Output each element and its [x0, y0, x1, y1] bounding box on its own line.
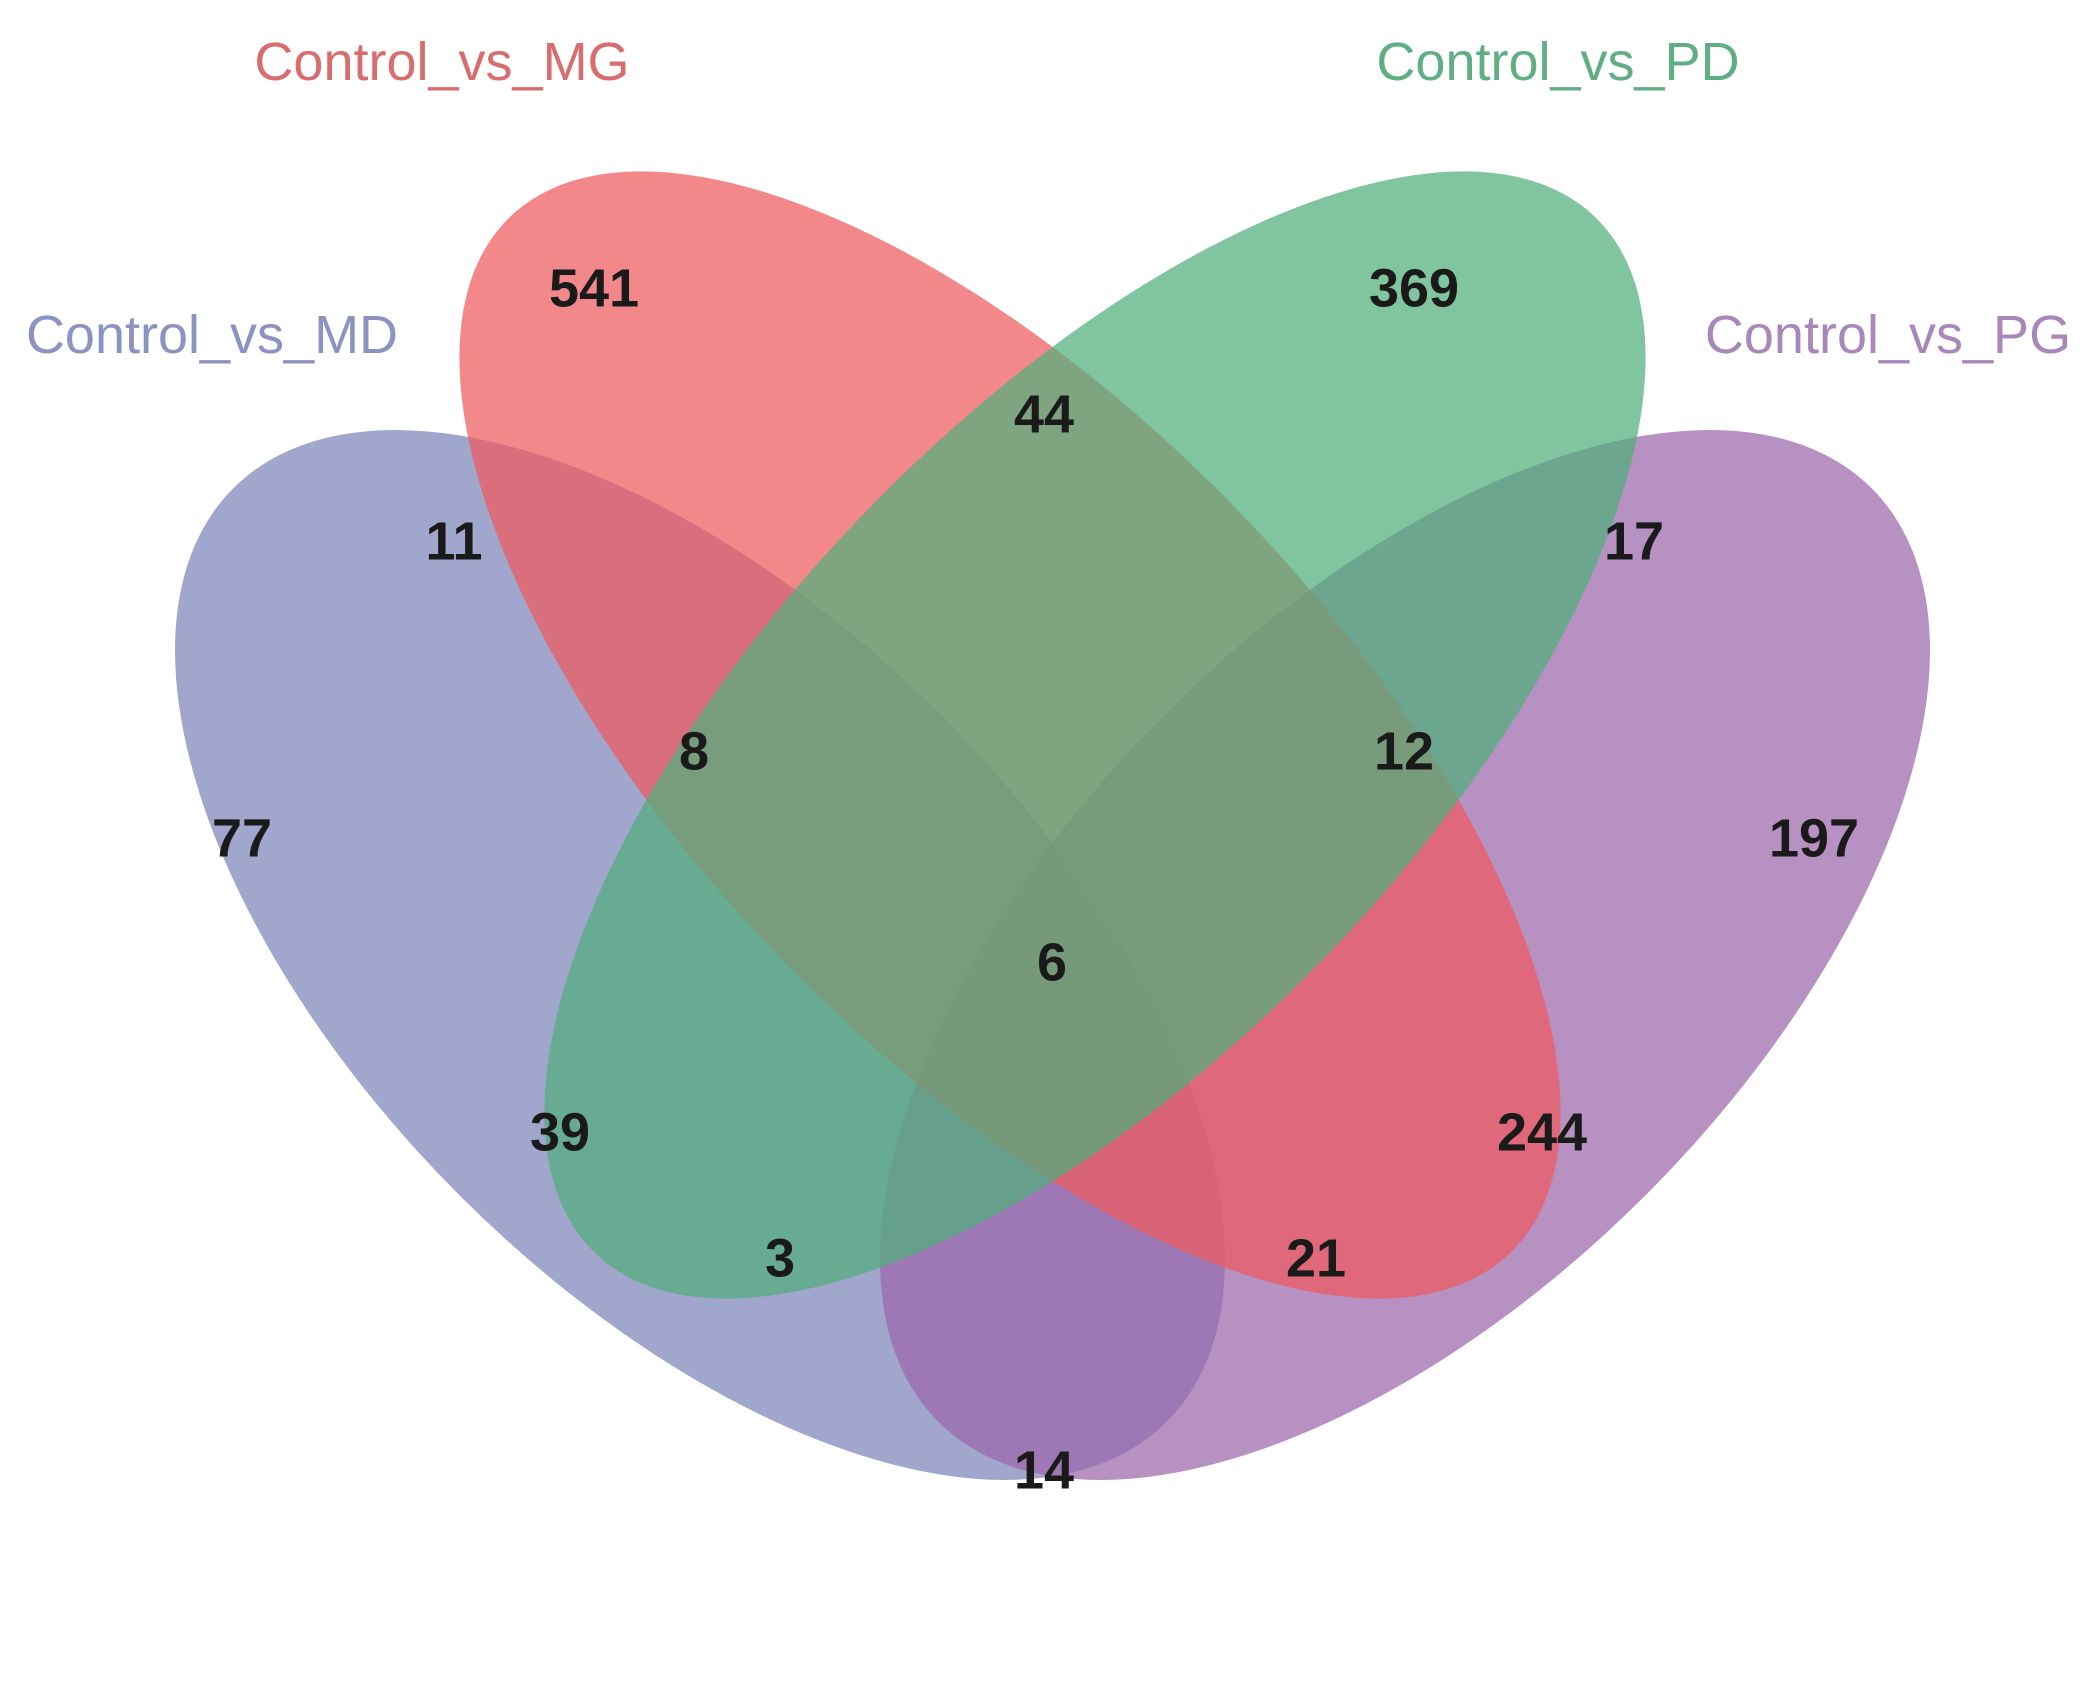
- set-labels: Control_vs_MG Control_vs_PD Control_vs_M…: [26, 32, 2071, 365]
- set-label-control-vs-md: Control_vs_MD: [26, 305, 398, 365]
- count-mg-pg: 244: [1497, 1102, 1587, 1162]
- set-label-control-vs-pg: Control_vs_PG: [1705, 305, 2071, 365]
- count-pd-only: 369: [1369, 258, 1459, 318]
- count-all-four: 6: [1037, 932, 1067, 992]
- count-pd-pg: 17: [1604, 511, 1664, 571]
- count-md-mg: 11: [425, 511, 482, 571]
- count-md-only: 77: [212, 808, 272, 868]
- set-ellipse-control-vs-pd: [544, 171, 1646, 1299]
- count-mg-pd-pg: 12: [1374, 721, 1434, 781]
- set-label-control-vs-pd: Control_vs_PD: [1376, 32, 1739, 92]
- count-mg-only: 541: [549, 258, 639, 318]
- set-label-control-vs-mg: Control_vs_MG: [254, 32, 629, 92]
- count-md-pd: 39: [530, 1102, 590, 1162]
- count-md-pd-pg: 3: [765, 1228, 795, 1288]
- count-mg-pd: 44: [1014, 384, 1074, 444]
- count-md-mg-pg: 21: [1286, 1228, 1346, 1288]
- count-md-mg-pd: 8: [679, 721, 709, 781]
- count-pg-only: 197: [1769, 808, 1859, 868]
- count-md-pg: 14: [1014, 1440, 1074, 1500]
- region-counts: 77 541 369 197 11 44 17 8 12 6 39 244 3 …: [212, 258, 1859, 1500]
